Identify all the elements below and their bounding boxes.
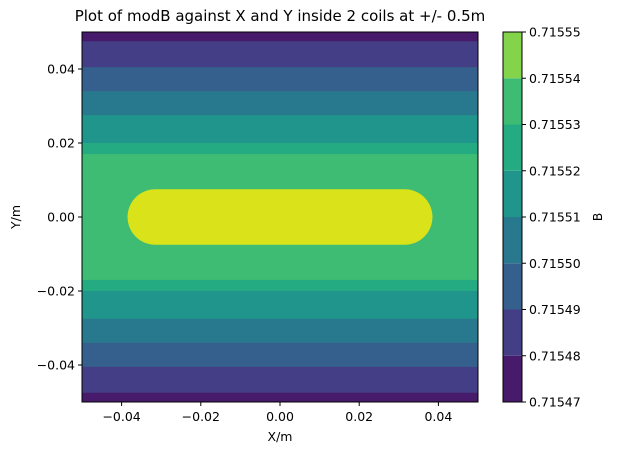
x-tick-label: 0.02: [345, 409, 373, 424]
colorbar-label: B: [590, 213, 605, 222]
colorbar-segment-6: [503, 78, 522, 125]
colorbar-tick-label: 0.71549: [529, 302, 581, 317]
colorbar-segment-1: [503, 309, 522, 356]
colorbar-segment-7: [503, 32, 522, 79]
colorbar-tick-label: 0.71547: [529, 395, 581, 410]
y-tick-label: 0.04: [47, 62, 75, 77]
colorbar-segment-5: [503, 124, 522, 171]
x-tick-label: −0.02: [182, 409, 220, 424]
y-tick-label: −0.02: [37, 284, 75, 299]
x-axis-label: X/m: [268, 429, 293, 444]
colorbar-tick-label: 0.71554: [529, 71, 581, 86]
colorbar: [503, 32, 522, 402]
colorbar-segment-4: [503, 170, 522, 217]
y-axis: −0.04 −0.02 0.00 0.02 0.04: [37, 62, 82, 373]
y-tick-label: 0.02: [47, 136, 75, 151]
colorbar-tick-label: 0.71550: [529, 256, 581, 271]
colorbar-segment-3: [503, 217, 522, 264]
colorbar-segment-2: [503, 263, 522, 310]
x-tick-label: 0.00: [266, 409, 294, 424]
colorbar-tick-label: 0.71552: [529, 163, 581, 178]
colorbar-tick-label: 0.71548: [529, 348, 581, 363]
colorbar-tick-label: 0.71553: [529, 117, 581, 132]
contour-plot-area: [82, 32, 478, 402]
x-axis: −0.04 −0.02 0.00 0.02 0.04: [102, 402, 452, 424]
y-tick-label: −0.04: [37, 358, 75, 373]
colorbar-axis: 0.71547 0.71548 0.71549 0.71550 0.71551 0.715…: [522, 25, 581, 410]
y-axis-label: Y/m: [8, 205, 23, 230]
x-tick-label: 0.04: [424, 409, 452, 424]
colorbar-tick-label: 0.71555: [529, 25, 581, 40]
chart-title: Plot of modB against X and Y inside 2 co…: [75, 7, 486, 25]
colorbar-segment-0: [503, 355, 522, 402]
contour-band-8: [127, 189, 433, 245]
y-tick-label: 0.00: [47, 210, 75, 225]
colorbar-tick-label: 0.71551: [529, 210, 581, 225]
x-tick-label: −0.04: [102, 409, 140, 424]
